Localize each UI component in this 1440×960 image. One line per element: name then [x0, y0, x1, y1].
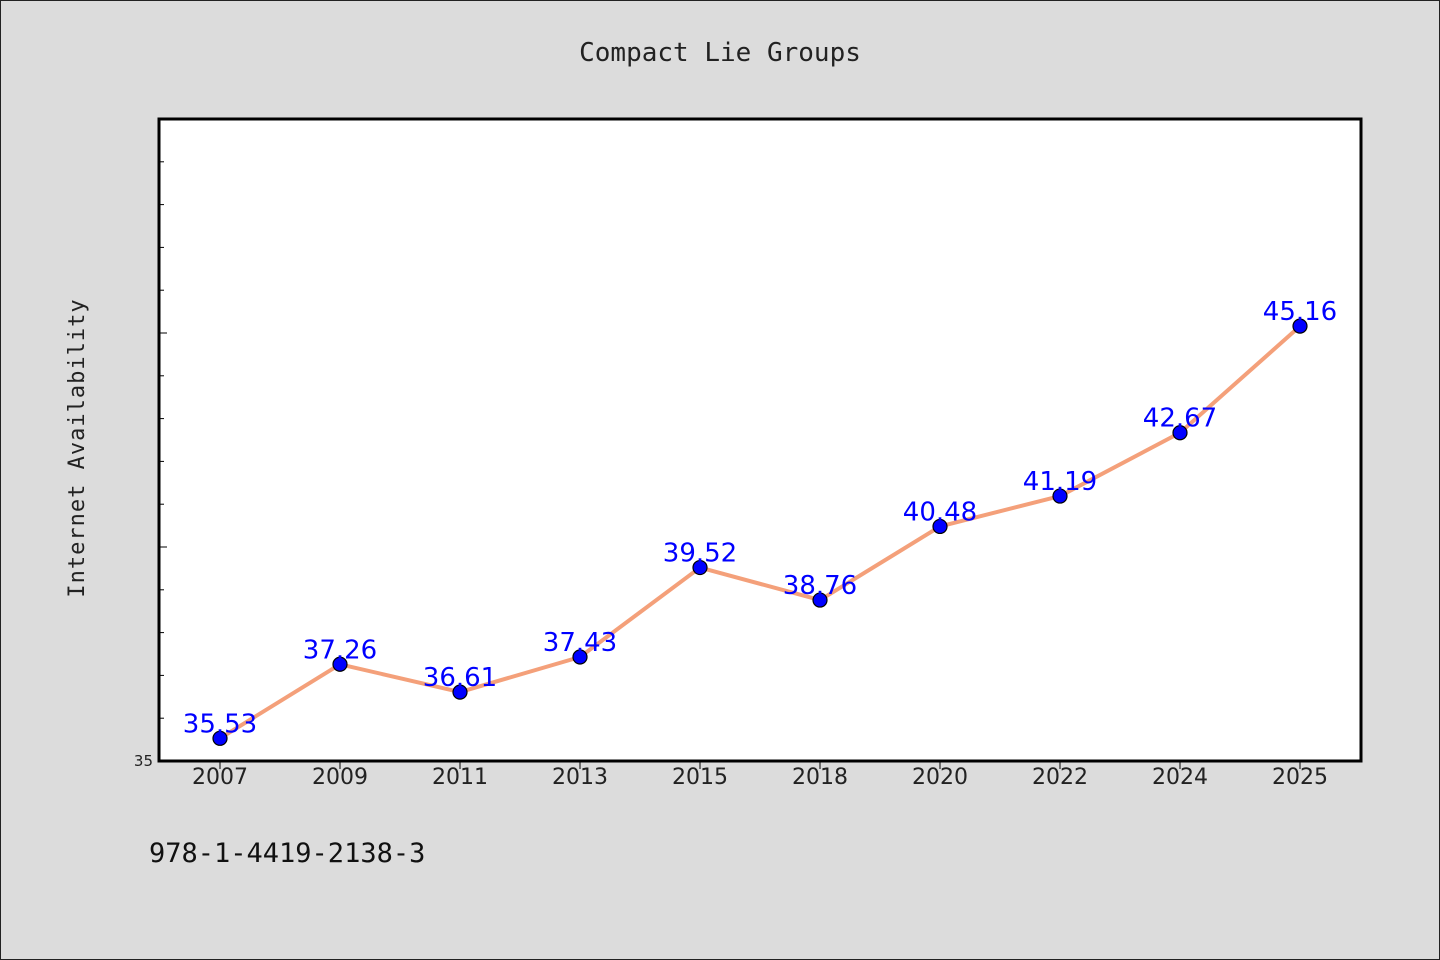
chart-title: Compact Lie Groups — [579, 38, 861, 68]
data-point-marker — [1052, 488, 1068, 504]
data-point-marker — [1292, 318, 1308, 334]
x-tick-label: 2007 — [192, 765, 248, 790]
x-tick-label: 2011 — [432, 765, 488, 790]
data-labels: 35.53 37.26 36.61 37.43 39.52 38.76 40.48 41.19… — [183, 297, 1337, 739]
data-point-marker — [812, 592, 828, 608]
data-point-marker — [452, 684, 468, 700]
data-point-marker — [212, 730, 228, 746]
x-axis-ticks: 2007 2009 2011 2013 2015 2018 2020 2022 2024 2025 — [192, 761, 1328, 790]
x-tick-label: 2015 — [672, 765, 728, 790]
data-label: 39.52 — [663, 539, 737, 569]
data-label: 42.67 — [1143, 404, 1217, 434]
isbn-text: 978-1-4419-2138-3 — [149, 838, 425, 869]
data-label: 45.16 — [1263, 297, 1337, 327]
y-axis-ticks: 35 — [134, 161, 167, 770]
x-tick-label: 2022 — [1032, 765, 1088, 790]
x-tick-label: 2025 — [1272, 765, 1328, 790]
data-point-marker — [1172, 425, 1188, 441]
x-tick-label: 2018 — [792, 765, 848, 790]
data-point-marker — [932, 518, 948, 535]
x-tick-label: 2013 — [552, 765, 608, 790]
y-tick-label: 35 — [134, 752, 153, 770]
x-tick-label: 2020 — [912, 765, 968, 790]
x-tick-label: 2009 — [312, 765, 368, 790]
y-axis-label: Internet Availability — [65, 298, 90, 597]
data-label: 37.26 — [303, 635, 377, 665]
data-label: 35.53 — [183, 709, 257, 739]
data-point-marker — [692, 559, 708, 576]
data-label: 36.61 — [423, 663, 497, 693]
series-line — [218, 324, 1302, 741]
data-label: 38.76 — [783, 571, 857, 601]
series-line-group — [212, 318, 1308, 746]
data-point-marker — [572, 649, 588, 665]
x-tick-label: 2024 — [1152, 765, 1208, 790]
plot-area — [157, 117, 1363, 763]
data-point-marker — [332, 656, 348, 672]
data-label: 41.19 — [1023, 467, 1097, 497]
data-label: 40.48 — [903, 497, 977, 527]
data-label: 37.43 — [543, 628, 617, 658]
